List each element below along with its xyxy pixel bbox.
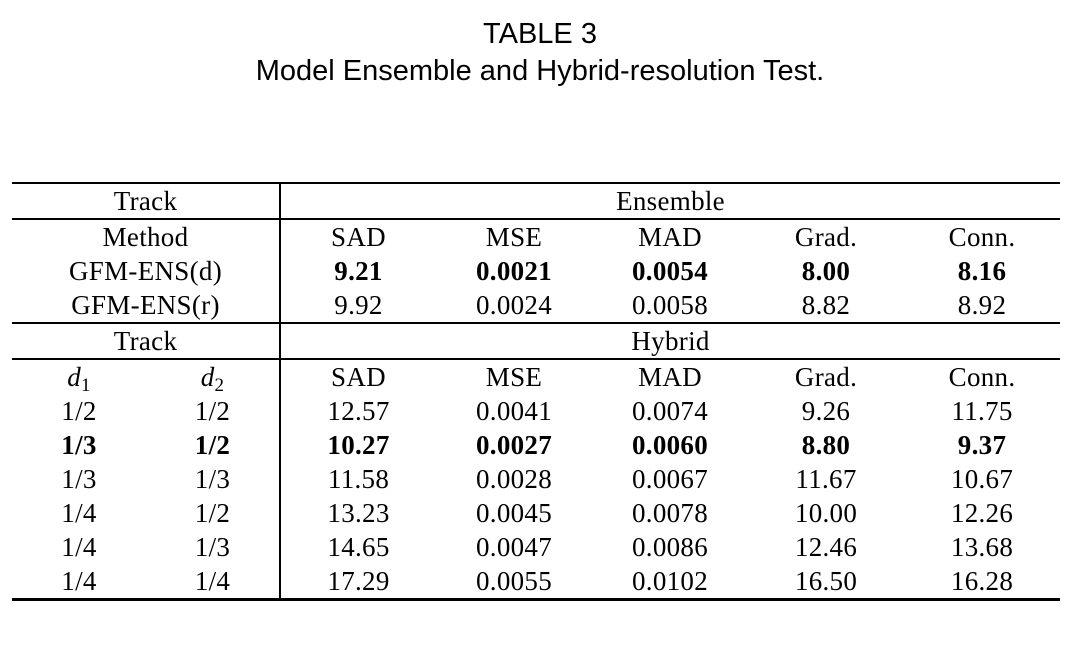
d1-cell: 1/4 [61,532,97,562]
value-cell: 0.0041 [475,396,553,426]
col-header-mse: MSE [485,222,543,252]
value-cell: 12.26 [950,498,1014,528]
d1-cell: 1/3 [61,464,97,494]
value-cell: 0.0060 [631,430,709,460]
value-cell: 16.28 [950,566,1014,596]
d2-cell: 1/3 [194,532,231,562]
value-cell: 0.0058 [592,288,749,324]
d2-cell: 1/2 [194,498,231,528]
value-cell: 0.0024 [436,288,593,324]
table-row-hybrid: 1/4 1/3 14.65 0.0047 0.0086 12.46 13.68 [12,530,1060,564]
d2-cell: 1/2 [194,396,231,426]
col-header-conn: Conn. [948,362,1016,392]
track-header-cell: Track [12,183,281,220]
hybrid-track-row: Track Hybrid [12,323,1061,360]
value-cell: 8.16 [957,256,1007,286]
track-header-cell: Track [12,323,281,360]
table-row-gfm-ens-r: GFM-ENS(r) 9.92 0.0024 0.0058 8.82 8.92 [12,288,1061,324]
col-header-grad: Grad. [794,362,858,392]
value-cell: 0.0054 [631,256,709,286]
d1-cell: 1/4 [61,498,97,528]
d2-header-cell: d2 [146,359,280,396]
value-cell: 11.58 [279,462,437,496]
value-cell: 0.0028 [475,464,553,494]
d1-cell: 1/4 [61,566,97,596]
value-cell: 14.65 [279,530,437,564]
table-row-hybrid: 1/2 1/2 12.57 0.0041 0.0074 9.26 11.75 [12,394,1060,428]
hybrid-section-cell: Hybrid [279,323,1061,360]
d1-header-cell: d1 [12,359,146,396]
value-cell: 10.27 [279,428,437,462]
d2-cell: 1/4 [194,566,231,596]
value-cell: 0.0067 [631,464,709,494]
col-header-grad: Grad. [794,222,858,252]
value-cell: 11.75 [951,396,1013,426]
value-cell: 8.80 [801,430,851,460]
d1-cell: 1/3 [61,430,97,460]
value-cell: 9.37 [957,430,1007,460]
value-cell: 12.46 [794,532,858,562]
table-title: Model Ensemble and Hybrid-resolution Tes… [255,55,825,87]
table-row-hybrid: 1/4 1/4 17.29 0.0055 0.0102 16.50 16.28 [12,564,1060,600]
value-cell: 11.67 [795,464,857,494]
d2-symbol: d2 [200,362,225,396]
col-header-mad: MAD [638,362,702,392]
table-number: TABLE 3 [483,18,597,50]
table-row-hybrid: 1/4 1/2 13.23 0.0045 0.0078 10.00 12.26 [12,496,1060,530]
value-cell: 0.0102 [631,566,709,596]
value-cell: 0.0045 [475,498,553,528]
value-cell: 16.50 [794,566,858,596]
value-cell: 0.0055 [475,566,553,596]
d2-cell: 1/3 [194,464,231,494]
col-header-sad: SAD [279,219,437,254]
method-name-cell: GFM-ENS(r) [12,288,281,324]
results-table: Track Ensemble Method SAD MSE MAD Grad. … [12,182,1061,601]
d1-cell: 1/2 [61,396,97,426]
value-cell: 8.82 [748,288,905,324]
value-cell: 10.00 [794,498,858,528]
method-name-cell: GFM-ENS(d) [69,256,223,286]
ensemble-track-row: Track Ensemble [12,183,1061,220]
hybrid-header-row: d1 d2 SAD MSE MAD Grad. Conn. [12,359,1060,396]
value-cell: 0.0074 [631,396,709,426]
table-row-hybrid: 1/3 1/3 11.58 0.0028 0.0067 11.67 10.67 [12,462,1060,496]
table-row-hybrid: 1/3 1/2 10.27 0.0027 0.0060 8.80 9.37 [12,428,1060,462]
value-cell: 0.0047 [475,532,553,562]
col-header-mse: MSE [485,362,543,392]
value-cell: 0.0027 [475,430,553,460]
ensemble-section-cell: Ensemble [279,183,1061,220]
col-header-mad: MAD [638,222,702,252]
value-cell: 9.92 [279,288,437,324]
value-cell: 17.29 [279,564,437,600]
d1-symbol: d1 [67,362,91,396]
method-header-cell: Method [102,222,189,252]
value-cell: 13.68 [950,532,1014,562]
ensemble-header-row: Method SAD MSE MAD Grad. Conn. [12,219,1060,254]
value-cell: 0.0086 [631,532,709,562]
value-cell: 9.21 [279,254,437,288]
table-row-gfm-ens-d: GFM-ENS(d) 9.21 0.0021 0.0054 8.00 8.16 [12,254,1060,288]
col-header-conn: Conn. [948,222,1016,252]
value-cell: 10.67 [950,464,1014,494]
d2-cell: 1/2 [194,430,231,460]
value-cell: 0.0078 [631,498,709,528]
value-cell: 8.00 [801,256,851,286]
value-cell: 13.23 [279,496,437,530]
table-caption: TABLE 3 Model Ensemble and Hybrid-resolu… [0,16,1080,90]
value-cell: 9.26 [801,396,851,426]
col-header-sad: SAD [279,359,437,394]
value-cell: 12.57 [279,394,437,428]
value-cell: 0.0021 [475,256,553,286]
value-cell: 8.92 [904,288,1061,324]
